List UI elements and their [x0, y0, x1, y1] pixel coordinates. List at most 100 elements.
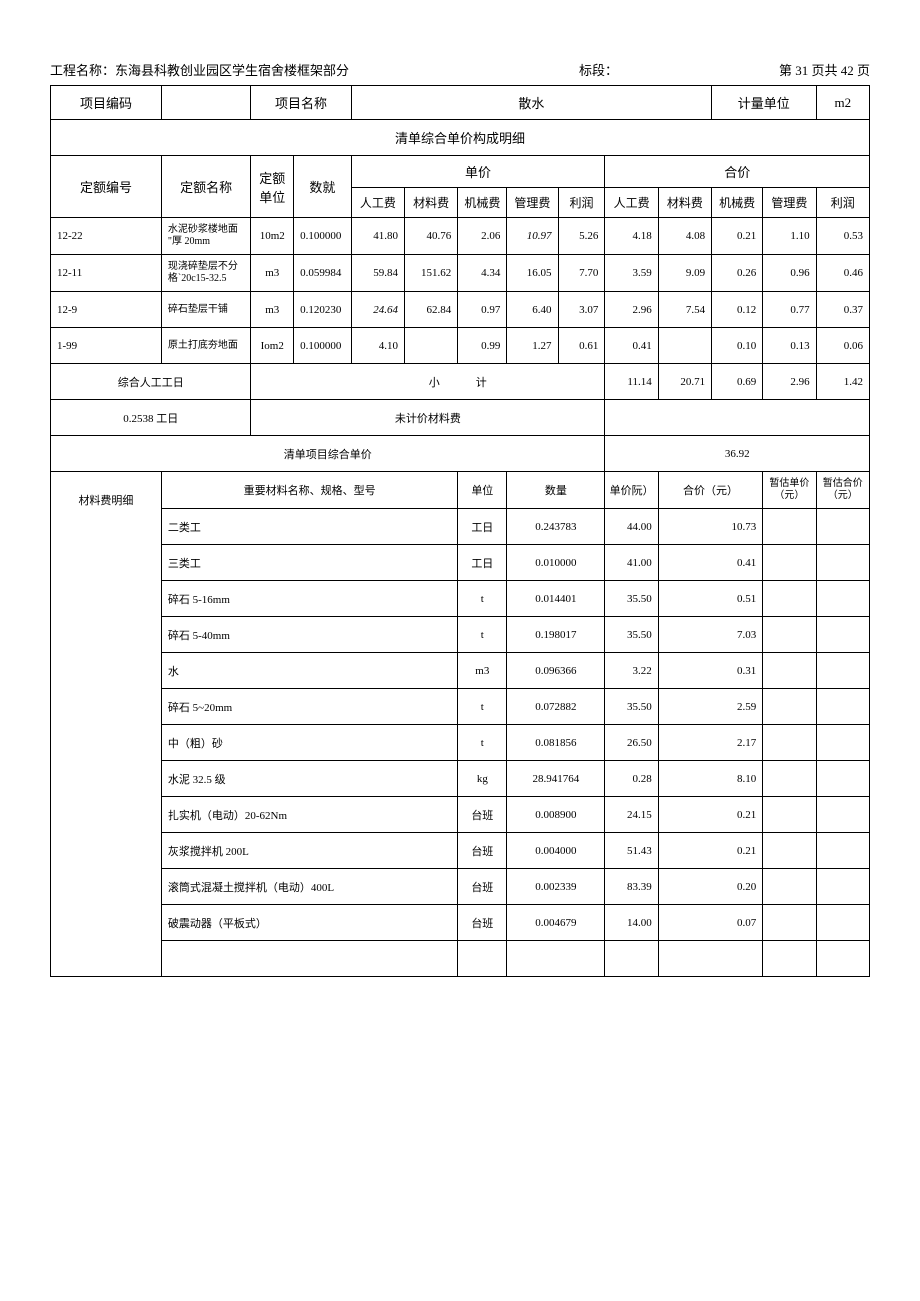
material-row: 扎实机（电动）20-62Nm 台班 0.008900 24.15 0.21	[51, 797, 870, 833]
mat-hdr-unit: 单位	[458, 472, 507, 509]
mat-price: 35.50	[605, 617, 658, 653]
material-row: 水泥 32.5 级 kg 28.941764 0.28 8.10	[51, 761, 870, 797]
mat-unit: kg	[458, 761, 507, 797]
cell-no: 1-99	[51, 328, 162, 364]
mat-est-total	[816, 869, 869, 905]
mat-qty: 0.072882	[507, 689, 605, 725]
unpriced-value	[605, 400, 870, 436]
cell-jt: 0.12	[712, 292, 763, 328]
mat-name: 扎实机（电动）20-62Nm	[161, 797, 457, 833]
cell-jp: 4.34	[458, 255, 507, 292]
mat-price	[605, 941, 658, 977]
mat-unit: 台班	[458, 869, 507, 905]
mat-unit: 台班	[458, 833, 507, 869]
mat-est-price	[763, 941, 816, 977]
name-label: 项目名称	[251, 86, 351, 120]
cell-pt: 0.53	[816, 218, 869, 255]
mat-price: 41.00	[605, 545, 658, 581]
mat-total: 0.21	[658, 833, 763, 869]
page-total: 42	[841, 63, 854, 78]
mat-total: 0.07	[658, 905, 763, 941]
mat-price: 3.22	[605, 653, 658, 689]
subtotal-mt: 20.71	[658, 364, 711, 400]
mat-hdr-qty: 数量	[507, 472, 605, 509]
mat-qty: 0.081856	[507, 725, 605, 761]
mat-total	[658, 941, 763, 977]
cell-gt: 1.10	[763, 218, 816, 255]
cell-qty: 0.100000	[294, 328, 352, 364]
page-prefix: 第	[779, 63, 795, 78]
unpriced-label: 未计价材料费	[251, 400, 605, 436]
cell-pt: 0.06	[816, 328, 869, 364]
mat-est-total	[816, 617, 869, 653]
mat-hdr-est-total: 暂估合价（元）	[816, 472, 869, 509]
mat-est-price	[763, 797, 816, 833]
cell-lp: 41.80	[351, 218, 404, 255]
cell-mt: 4.08	[658, 218, 711, 255]
mat-unit: t	[458, 725, 507, 761]
mat-unit: 台班	[458, 905, 507, 941]
hdr-unit-price: 单价	[351, 156, 605, 188]
mat-est-total	[816, 797, 869, 833]
mat-name: 水泥 32.5 级	[161, 761, 457, 797]
hdr-quota-no: 定额编号	[51, 156, 162, 218]
cell-gp: 6.40	[507, 292, 558, 328]
cell-mt: 9.09	[658, 255, 711, 292]
hdr-up-profit: 利润	[558, 188, 605, 218]
mat-total: 8.10	[658, 761, 763, 797]
hdr-up-labor: 人工费	[351, 188, 404, 218]
mat-name: 碎石 5~20mm	[161, 689, 457, 725]
project-name: 东海县科教创业园区学生宿舍楼框架部分	[115, 63, 349, 78]
mat-name: 碎石 5-40mm	[161, 617, 457, 653]
mat-qty: 0.004679	[507, 905, 605, 941]
mat-est-total	[816, 509, 869, 545]
cell-mp: 40.76	[404, 218, 457, 255]
mat-qty: 0.008900	[507, 797, 605, 833]
mat-qty	[507, 941, 605, 977]
mat-est-total	[816, 545, 869, 581]
mat-est-price	[763, 905, 816, 941]
mat-total: 7.03	[658, 617, 763, 653]
mat-unit: t	[458, 689, 507, 725]
group-header-row: 定额编号 定额名称 定额单位 数就 单价 合价	[51, 156, 870, 188]
mat-qty: 0.002339	[507, 869, 605, 905]
hdr-up-mgmt: 管理费	[507, 188, 558, 218]
mat-unit: t	[458, 617, 507, 653]
cell-jt: 0.26	[712, 255, 763, 292]
mat-hdr-est-price: 暂估单价（元）	[763, 472, 816, 509]
unit-label: 计量单位	[712, 86, 817, 120]
mat-est-total	[816, 581, 869, 617]
material-row: 三类工 工日 0.010000 41.00 0.41	[51, 545, 870, 581]
page-mid: 页共	[808, 63, 841, 78]
mat-total: 10.73	[658, 509, 763, 545]
cell-pp: 3.07	[558, 292, 605, 328]
mat-unit: 台班	[458, 797, 507, 833]
mat-name: 中（粗）砂	[161, 725, 457, 761]
mat-name	[161, 941, 457, 977]
cell-mp	[404, 328, 457, 364]
cell-lt: 0.41	[605, 328, 658, 364]
mat-total: 2.17	[658, 725, 763, 761]
cell-mt	[658, 328, 711, 364]
cell-name: 现浇碎垫层不分格`20c15-32.5	[161, 255, 251, 292]
project-label: 工程名称：	[50, 63, 115, 78]
mat-est-price	[763, 725, 816, 761]
hdr-up-machine: 机械费	[458, 188, 507, 218]
hdr-quota-unit: 定额单位	[251, 156, 294, 218]
material-row: 碎石 5-16mm t 0.014401 35.50 0.51	[51, 581, 870, 617]
code-value	[161, 86, 251, 120]
quota-row: 12-9 碎石垫层干铺 m3 0.120230 24.64 62.84 0.97…	[51, 292, 870, 328]
page-current: 31	[795, 63, 808, 78]
mat-est-total	[816, 833, 869, 869]
cell-mp: 151.62	[404, 255, 457, 292]
cell-unit: Iom2	[251, 328, 294, 364]
hdr-total-price: 合价	[605, 156, 870, 188]
mat-est-total	[816, 941, 869, 977]
name-value: 散水	[351, 86, 711, 120]
item-total-label: 清单项目综合单价	[51, 436, 605, 472]
subtotal-pt: 1.42	[816, 364, 869, 400]
mat-price: 35.50	[605, 581, 658, 617]
mat-name: 碎石 5-16mm	[161, 581, 457, 617]
mat-total: 0.21	[658, 797, 763, 833]
mat-price: 83.39	[605, 869, 658, 905]
